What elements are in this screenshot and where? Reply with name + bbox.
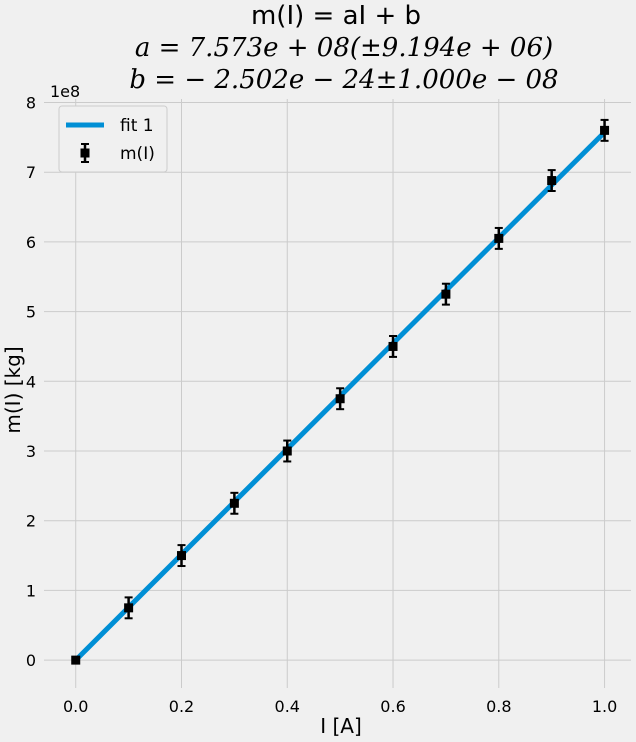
data-point <box>124 603 134 613</box>
x-tick-label: 0.2 <box>169 697 194 716</box>
y-tick-label: 7 <box>26 163 36 182</box>
data-point <box>547 176 557 186</box>
y-axis-label: m(I) [kg] <box>1 346 25 433</box>
data-point <box>176 551 186 561</box>
y-offset-label: 1e8 <box>50 82 80 101</box>
legend-label-data: m(I) <box>120 144 155 164</box>
y-tick-label: 4 <box>26 372 36 391</box>
x-tick-label: 0.0 <box>63 697 88 716</box>
chart-subtitle-a: a = 7.573e + 08(±9.194e + 06) <box>135 33 553 63</box>
chart-title: m(I) = aI + b <box>251 1 421 31</box>
x-tick-label: 0.6 <box>380 697 405 716</box>
x-tick-label: 0.4 <box>275 697 300 716</box>
x-tick-labels: 0.0 0.2 0.4 0.6 0.8 1.0 <box>63 697 617 716</box>
grid <box>44 99 631 688</box>
y-tick-label: 3 <box>26 442 36 461</box>
x-tick-label: 0.8 <box>486 697 511 716</box>
x-tick-label: 1.0 <box>592 697 617 716</box>
chart-subtitle-b: b = − 2.502e − 24±1.000e − 08 <box>129 65 558 95</box>
y-tick-label: 0 <box>26 651 36 670</box>
data-point <box>494 233 504 243</box>
data-point <box>388 341 398 351</box>
data-point <box>282 446 292 456</box>
y-tick-label: 8 <box>26 93 36 112</box>
legend-label-fit: fit 1 <box>120 116 154 136</box>
data-point <box>441 289 451 299</box>
data-point <box>71 655 81 665</box>
y-tick-labels: 0 1 2 3 4 5 6 7 8 <box>26 93 36 670</box>
y-tick-label: 2 <box>26 512 36 531</box>
data-point <box>229 498 239 508</box>
series-layer <box>71 118 610 665</box>
y-tick-label: 5 <box>26 303 36 322</box>
y-tick-label: 6 <box>26 233 36 252</box>
y-tick-label: 1 <box>26 581 36 600</box>
x-axis-label: I [A] <box>320 714 362 738</box>
legend-swatch-marker <box>80 148 90 158</box>
data-point <box>335 394 345 404</box>
data-point <box>600 125 610 135</box>
legend: fit 1 m(I) <box>58 105 168 173</box>
